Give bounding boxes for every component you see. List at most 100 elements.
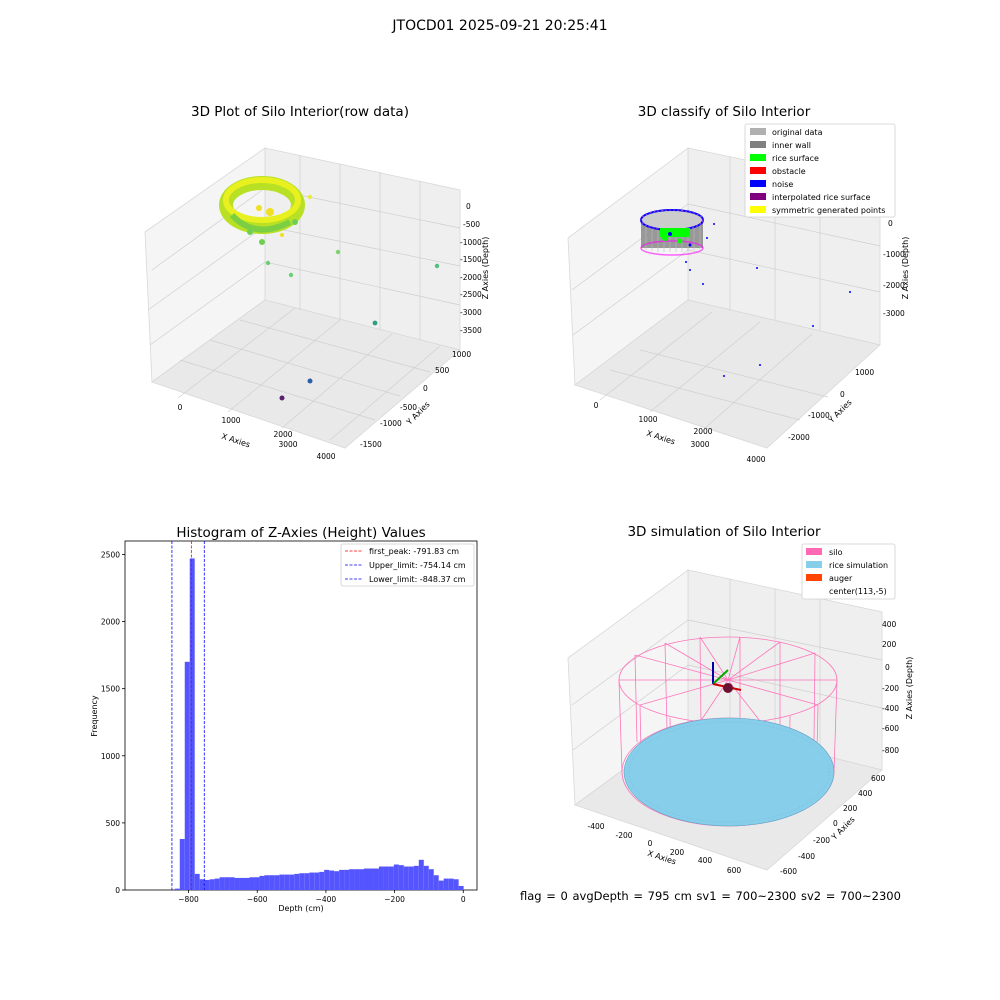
histogram-axes-frame — [124, 540, 478, 891]
svg-text:-1000: -1000 — [380, 419, 402, 428]
classify-plot-noise-points — [685, 223, 851, 377]
histogram-bar — [269, 875, 275, 890]
histogram-bar — [189, 558, 195, 890]
legend-item-lower-limit: Lower_limit: -848.37 cm — [345, 575, 466, 584]
y-tick-label: 0 — [115, 886, 120, 895]
x-tick-label: −600 — [247, 895, 268, 904]
legend-item-rice-surface: rice surface — [750, 154, 819, 163]
histogram-bar — [274, 875, 280, 890]
svg-text:rice surface: rice surface — [772, 154, 819, 163]
svg-text:-1500: -1500 — [460, 255, 482, 264]
histogram-bar — [438, 880, 444, 890]
svg-text:0: 0 — [178, 403, 183, 412]
svg-text:inner wall: inner wall — [772, 141, 811, 150]
histogram-bar — [393, 864, 399, 890]
svg-text:-600: -600 — [882, 724, 899, 733]
classify-plot-ylabel: Y Axies — [826, 398, 854, 426]
legend-item-symmetric: symmetric generated points — [750, 206, 885, 215]
histogram-bar — [403, 866, 409, 890]
legend-item-upper-limit: Upper_limit: -754.14 cm — [345, 561, 466, 570]
raw-plot-outliers — [265, 194, 440, 401]
histogram-bar — [179, 838, 185, 890]
histogram-bar — [264, 875, 270, 890]
histogram-bar — [279, 874, 285, 890]
raw-plot-zlabel: Z Axies (Depth) — [481, 237, 490, 300]
histogram-bar — [259, 875, 265, 890]
svg-text:-1000: -1000 — [883, 250, 905, 259]
svg-text:center(113,-5): center(113,-5) — [829, 587, 887, 596]
histogram-bar — [349, 869, 355, 890]
svg-text:-200: -200 — [813, 836, 830, 845]
histogram-reference-lines — [171, 541, 205, 890]
histogram-bar — [224, 877, 230, 890]
histogram-bar — [184, 661, 190, 890]
svg-text:rice simulation: rice simulation — [829, 561, 888, 570]
histogram-bar — [368, 868, 374, 890]
svg-text:-500: -500 — [463, 220, 480, 229]
classify-plot-y-ticks: 1000 0 -1000 -2000 — [788, 368, 874, 442]
histogram-bar — [428, 869, 434, 890]
svg-text:-2500: -2500 — [460, 290, 482, 299]
svg-text:Lower_limit: -848.37 cm: Lower_limit: -848.37 cm — [369, 575, 466, 584]
svg-text:first_peak: -791.83 cm: first_peak: -791.83 cm — [369, 547, 459, 556]
x-tick-label: −200 — [384, 895, 405, 904]
svg-text:-500: -500 — [400, 403, 417, 412]
legend-item-interpolated: interpolated rice surface — [750, 193, 870, 202]
svg-text:200: 200 — [670, 848, 685, 857]
svg-text:-3000: -3000 — [883, 309, 905, 318]
svg-text:0: 0 — [423, 384, 428, 393]
svg-text:interpolated rice surface: interpolated rice surface — [772, 193, 870, 202]
histogram-bar — [284, 874, 290, 890]
svg-text:Upper_limit: -754.14 cm: Upper_limit: -754.14 cm — [369, 561, 466, 570]
svg-text:0: 0 — [840, 390, 845, 399]
svg-text:obstacle: obstacle — [772, 167, 806, 176]
histogram-bar — [373, 868, 379, 890]
histogram-bar — [309, 872, 315, 890]
histogram-bar — [448, 878, 454, 890]
svg-text:0: 0 — [594, 401, 599, 410]
histogram-bar — [359, 869, 365, 890]
svg-text:400: 400 — [882, 620, 897, 629]
histogram-ylabel: Frequency — [90, 695, 99, 737]
legend-item-rice-simulation: rice simulation — [806, 561, 888, 570]
classify-3d-plot: 3D classify of Silo Interior — [567, 104, 910, 464]
histogram-bar — [388, 866, 394, 890]
histogram-bar — [423, 865, 429, 890]
histogram-bar — [299, 873, 305, 890]
histogram-bar — [378, 866, 384, 890]
histogram-bar — [418, 859, 424, 890]
svg-text:1000: 1000 — [855, 368, 874, 377]
rice-simulation-surface — [623, 717, 835, 827]
histogram-bar — [354, 869, 360, 890]
classify-plot-zlabel: Z Axies (Depth) — [901, 237, 910, 300]
x-tick-label: 0 — [461, 895, 466, 904]
histogram-xlabel: Depth (cm) — [278, 904, 323, 913]
svg-text:200: 200 — [882, 640, 897, 649]
x-tick-label: −400 — [316, 895, 337, 904]
svg-text:400: 400 — [698, 856, 713, 865]
y-tick-label: 500 — [106, 819, 121, 828]
svg-text:1000: 1000 — [221, 416, 240, 425]
raw-plot-point-cloud — [219, 176, 305, 245]
depth-histogram: Histogram of Z-Axies (Height) Values −80… — [90, 525, 478, 913]
histogram-bar — [433, 875, 439, 890]
svg-text:-600: -600 — [780, 867, 797, 876]
histogram-bar — [398, 865, 404, 890]
svg-text:-2000: -2000 — [460, 273, 482, 282]
simulation-plot-z-ticks: 400 200 0 -200 -400 -600 -800 — [882, 620, 899, 755]
status-footer: flag = 0 avgDepth = 795 cm sv1 = 700~230… — [520, 889, 901, 903]
simulation-plot-x-ticks: -400 -200 0 200 400 600 — [587, 822, 741, 875]
svg-text:-2000: -2000 — [883, 281, 905, 290]
histogram-bar — [304, 873, 310, 890]
histogram-bar — [289, 874, 295, 890]
raw-plot-x-ticks: 0 1000 2000 3000 4000 — [178, 403, 336, 461]
y-tick-label: 1000 — [101, 752, 120, 761]
histogram-bar — [383, 866, 389, 890]
histogram-bar — [408, 866, 414, 890]
svg-text:0: 0 — [888, 219, 893, 228]
histogram-bar — [209, 879, 215, 890]
histogram-bar — [319, 871, 325, 890]
histogram-bars — [174, 558, 464, 890]
simulation-plot-gridlines — [571, 579, 883, 752]
svg-text:0: 0 — [466, 202, 471, 211]
